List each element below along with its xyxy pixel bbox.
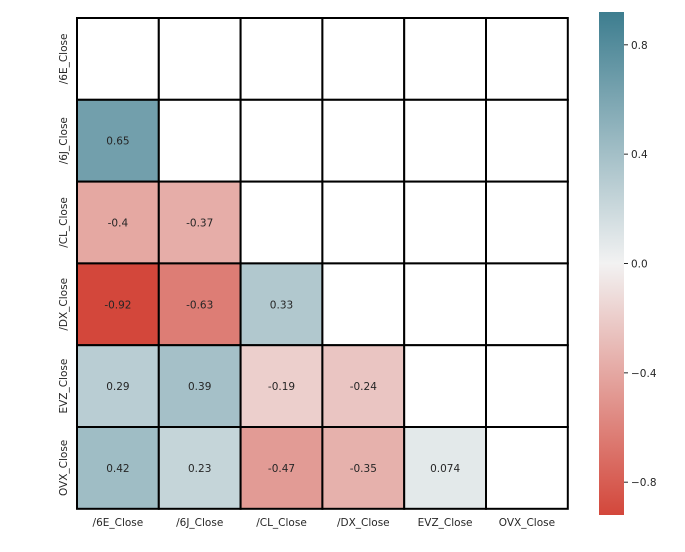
heatmap-cell [485,426,569,510]
heatmap-cell [321,426,406,510]
heatmap-cell [485,344,569,429]
heatmap-cell [157,344,242,429]
heatmap-cell [485,180,569,265]
y-tick-label: /6E_Close [58,34,70,85]
x-tick-labels: /6E_Close/6J_Close/CL_Close/DX_Close EVZ_… [93,517,556,529]
x-tick-label: /6J_Close [176,517,223,529]
x-tick-label: OVX_Close [499,517,555,529]
heatmap-cell [485,17,569,101]
cell-value-label: 0.29 [106,381,129,393]
heatmap-cell [321,17,406,101]
colorbar-tick-label: 0.0 [631,259,648,271]
heatmap-cell [157,98,242,183]
heatmap-cell [321,344,406,429]
x-tick-label: /6E_Close [93,517,144,529]
cell-value-label: -0.63 [186,299,213,311]
heatmap-cell [239,98,324,183]
heatmap-cell [157,426,242,510]
cell-value-label: -0.47 [268,463,295,475]
heatmap-cell [76,98,160,183]
y-tick-label: /DX_Close [58,278,70,331]
cell-value-label: 0.65 [106,136,129,148]
heatmap-cell [157,17,242,101]
y-tick-label: OVX_Close [58,440,70,496]
heatmap-cell [239,17,324,101]
heatmap-cell [403,262,488,347]
heatmap-cell [239,180,324,265]
heatmap-cell [239,262,324,347]
colorbar: 0.8 0.4 0.0 −0.4 −0.8 [599,12,657,515]
heatmap-cell [485,262,569,347]
colorbar-tick-label: 0.8 [631,40,648,52]
cell-value-label: -0.35 [350,463,377,475]
y-tick-labels: /6E_Close/6J_Close/CL_Close/DX_Close EVZ_… [58,34,70,497]
cell-value-label: 0.39 [188,381,211,393]
x-tick-label: EVZ_Close [418,517,473,529]
cell-value-label: 0.23 [188,463,211,475]
cell-value-label: -0.37 [186,218,213,230]
y-tick-label: EVZ_Close [58,359,70,414]
cell-value-label: 0.33 [270,299,293,311]
cell-value-label: -0.92 [104,299,131,311]
cell-value-label: 0.42 [106,463,129,475]
heatmap-cell [485,98,569,183]
heatmap-cell [321,98,406,183]
heatmap-cell [403,344,488,429]
heatmap-cell [321,262,406,347]
heatmap-cell [403,98,488,183]
heatmap-cell [239,426,324,510]
heatmap-cell [321,180,406,265]
y-tick-label: /CL_Close [58,197,70,248]
colorbar-tick-label: −0.4 [631,368,657,380]
heatmap-cell [403,180,488,265]
cell-value-label: 0.074 [430,463,460,475]
colorbar-tick-label: −0.8 [631,477,657,489]
heatmap-cell [403,17,488,101]
cell-value-label: -0.24 [350,381,377,393]
colorbar-tick-label: 0.4 [631,149,648,161]
cell-value-label: -0.19 [268,381,295,393]
colorbar-gradient [599,12,624,515]
x-tick-label: /DX_Close [337,517,390,529]
y-tick-label: /6J_Close [58,117,70,164]
heatmap-cells: 0.65 -0.4 -0.37 -0.92 -0.63 0.33 0.29 0.39 -0.19… [76,17,569,510]
cell-value-label: -0.4 [108,218,129,230]
x-tick-label: /CL_Close [256,517,307,529]
heatmap-cell [76,17,160,101]
heatmap-cell [76,180,160,265]
